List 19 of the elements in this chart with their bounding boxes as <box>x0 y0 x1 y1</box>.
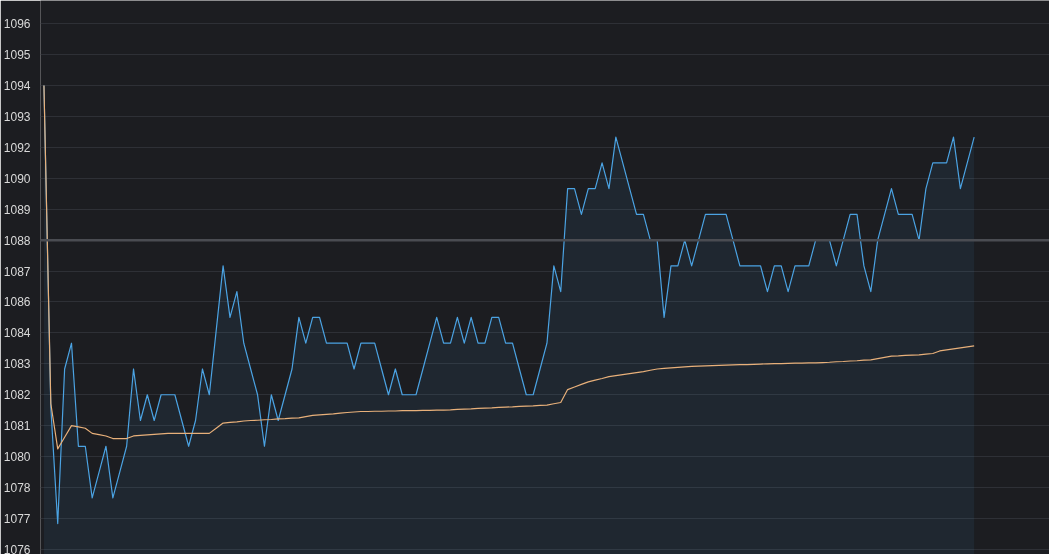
y-tick-label: 1088 <box>3 233 31 248</box>
y-tick-label: 1078 <box>3 481 31 495</box>
y-tick-label: 1090 <box>3 171 31 186</box>
y-tick-label: 1086 <box>3 295 31 310</box>
y-tick-label: 1096 <box>3 17 31 32</box>
y-tick-label: 1094 <box>3 79 31 94</box>
y-tick-label: 1084 <box>3 326 31 341</box>
y-tick-label: 1081 <box>3 419 31 434</box>
y-tick-label: 1077 <box>3 511 31 526</box>
y-tick-label: 1092 <box>3 140 31 155</box>
y-tick-label: 1095 <box>3 48 31 63</box>
y-tick-label: 1089 <box>3 202 31 217</box>
y-tick-label: 1087 <box>3 264 31 279</box>
y-tick-label: 1076 <box>3 542 31 554</box>
y-tick-label: 1082 <box>3 388 31 403</box>
line-series <box>43 84 975 450</box>
y-tick-label: 1080 <box>3 450 31 465</box>
y-tick-label: 1083 <box>3 357 31 372</box>
y-tick-label: 1093 <box>3 109 31 124</box>
